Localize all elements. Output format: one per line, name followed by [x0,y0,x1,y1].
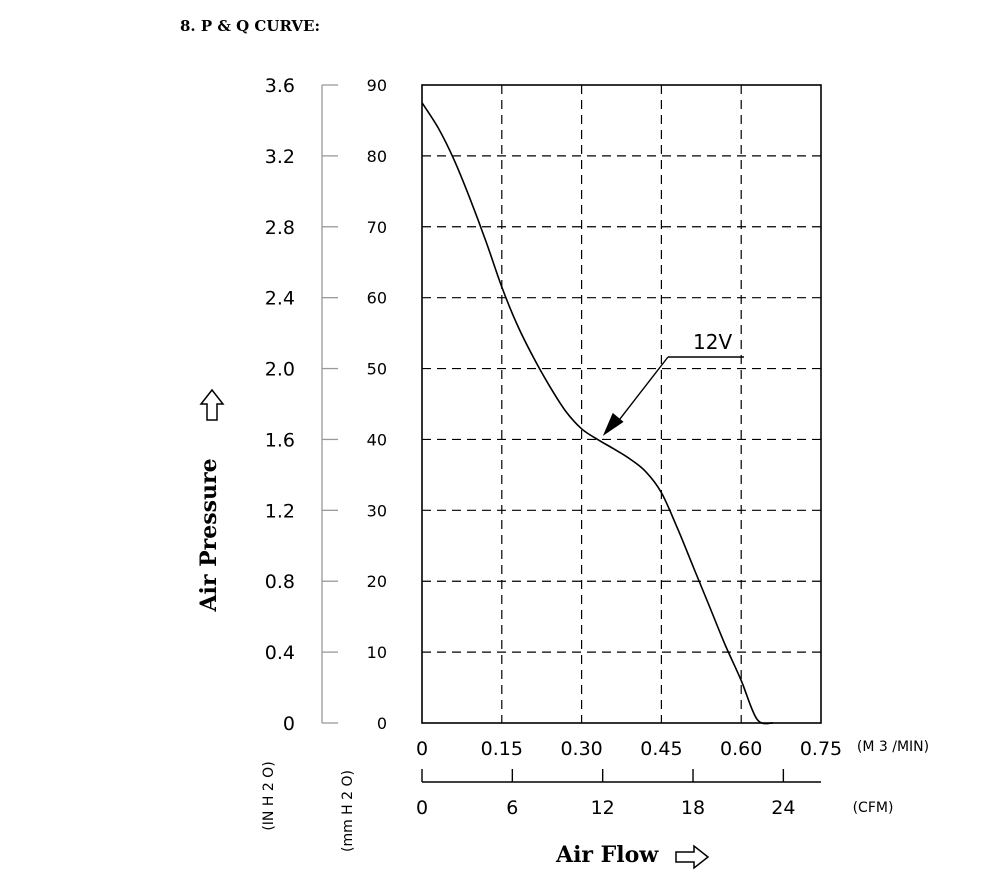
y-tick-in-label: 2.8 [265,217,295,239]
series-line-12v [421,102,774,725]
y-axis-arrow-icon [199,388,225,421]
series-label-12v: 12V [693,330,732,354]
y-tick-mm-label: 0 [377,714,387,733]
x-tick-cfm-label: 18 [681,797,705,819]
y-tick-mm-label: 50 [367,360,387,379]
annotation-leader-diagonal [616,356,669,424]
y-tick-in-label: 0.8 [265,571,295,593]
y-tick-mm-label: 90 [367,76,387,95]
x-tick-m3min-label: 0.60 [720,738,762,760]
x-axis-title: Air Flow [555,842,659,868]
x-axis-arrow-icon [675,844,710,870]
y-tick-in-label: 3.2 [265,146,295,168]
x-unit-m3min: (M 3 /MIN) [857,739,929,755]
x-tick-cfm-label: 6 [506,797,518,819]
x-tick-cfm-label: 12 [591,797,615,819]
y-tick-mm-label: 10 [367,643,387,662]
x-tick-cfm-label: 0 [416,797,428,819]
y-tick-mm-label: 20 [367,572,387,591]
y-tick-mm-label: 30 [367,501,387,520]
y-tick-in-label: 2.4 [265,288,295,310]
y-tick-mm-label: 70 [367,218,387,237]
y-tick-in-label: 1.2 [265,500,295,522]
x-tick-m3min-label: 0.45 [640,738,682,760]
y-unit-in-h2o: (IN H 2 O) [261,761,277,830]
x-tick-m3min-label: 0.75 [800,738,842,760]
annotation-arrowhead [602,412,624,436]
x-tick-m3min-label: 0 [416,738,428,760]
plot-frame [421,84,822,724]
x-unit-cfm: (CFM) [853,800,894,816]
x-tick-m3min-label: 0.30 [560,738,602,760]
x-tick-cfm-label: 24 [771,797,795,819]
y-tick-in-label: 3.6 [265,75,295,97]
x-tick-m3min-label: 0.15 [481,738,523,760]
y-tick-in-label: 2.0 [265,359,295,381]
y-tick-in-label: 0.4 [265,642,295,664]
y-tick-in-label: 1.6 [265,429,295,451]
y-axis-title: Air Pressure [196,458,222,612]
y-tick-mm-label: 40 [367,430,387,449]
y-unit-mm-h2o: (mm H 2 O) [340,770,356,852]
y-tick-mm-label: 60 [367,289,387,308]
y-tick-in-label: 0 [283,713,295,735]
chart-heading: 8. P & Q CURVE: [180,17,320,35]
y-tick-mm-label: 80 [367,147,387,166]
